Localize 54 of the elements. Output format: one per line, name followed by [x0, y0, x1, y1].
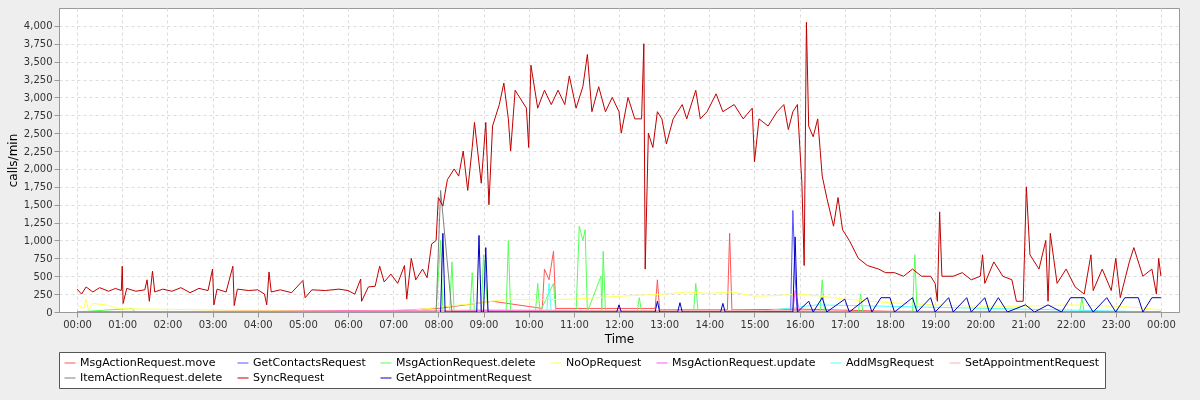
- x-tick-label: 19:00: [921, 318, 951, 330]
- legend-label: NoOpRequest: [566, 356, 642, 369]
- x-tick-label: 09:00: [469, 318, 499, 330]
- legend-label: SyncRequest: [253, 371, 325, 384]
- x-tick-label: 14:00: [695, 318, 725, 330]
- y-axis-title: calls/min: [5, 133, 20, 188]
- legend-label: GetAppointmentRequest: [396, 371, 533, 384]
- x-tick-label: 07:00: [379, 318, 409, 330]
- y-tick-label: 2,000: [23, 163, 53, 175]
- x-tick-label: 03:00: [198, 318, 228, 330]
- x-tick-label: 02:00: [153, 318, 183, 330]
- legend-label: GetContactsRequest: [253, 356, 367, 369]
- y-tick-label: 2,750: [23, 109, 53, 121]
- y-tick-label: 1,500: [23, 199, 53, 211]
- x-tick-label: 00:00: [1147, 318, 1176, 330]
- x-tick-label: 17:00: [830, 318, 860, 330]
- legend-label: ItemActionRequest.delete: [80, 371, 223, 384]
- legend-label: SetAppointmentRequest: [965, 356, 1100, 369]
- x-tick-label: 01:00: [108, 318, 138, 330]
- x-tick-label: 20:00: [966, 318, 996, 330]
- x-tick-label: 13:00: [650, 318, 680, 330]
- y-tick-label: 4,000: [23, 20, 53, 32]
- x-tick-label: 12:00: [605, 318, 634, 330]
- x-tick-label: 11:00: [559, 318, 589, 330]
- x-tick-label: 21:00: [1011, 318, 1041, 330]
- x-tick-label: 23:00: [1101, 318, 1131, 330]
- y-tick-label: 3,750: [23, 38, 53, 50]
- x-tick-label: 18:00: [876, 318, 905, 330]
- y-tick-label: 3,250: [23, 74, 53, 86]
- legend-label: MsgActionRequest.update: [672, 356, 816, 369]
- y-tick-label: 1,250: [23, 217, 53, 229]
- y-tick-label: 2,250: [23, 145, 53, 157]
- x-tick-label: 04:00: [243, 318, 273, 330]
- x-tick-label: 22:00: [1056, 318, 1086, 330]
- y-tick-label: 0: [46, 306, 53, 318]
- x-tick-label: 16:00: [785, 318, 815, 330]
- y-tick-label: 3,500: [23, 56, 53, 68]
- x-tick-label: 10:00: [514, 318, 544, 330]
- y-tick-label: 3,000: [23, 91, 53, 103]
- x-tick-label: 00:00: [63, 318, 92, 330]
- y-tick-label: 2,500: [23, 127, 53, 139]
- x-axis-title: Time: [603, 331, 635, 346]
- y-tick-label: 1,000: [23, 234, 53, 246]
- legend-label: MsgActionRequest.move: [80, 356, 216, 369]
- x-tick-label: 15:00: [740, 318, 770, 330]
- legend-label: AddMsgRequest: [846, 356, 935, 369]
- y-tick-label: 1,750: [23, 181, 53, 193]
- x-tick-label: 06:00: [334, 318, 363, 330]
- y-tick-label: 250: [33, 288, 53, 300]
- legend-label: MsgActionRequest.delete: [396, 356, 536, 369]
- y-tick-label: 500: [33, 270, 53, 282]
- y-tick-label: 750: [33, 252, 53, 264]
- x-tick-label: 05:00: [288, 318, 318, 330]
- x-tick-label: 08:00: [424, 318, 454, 330]
